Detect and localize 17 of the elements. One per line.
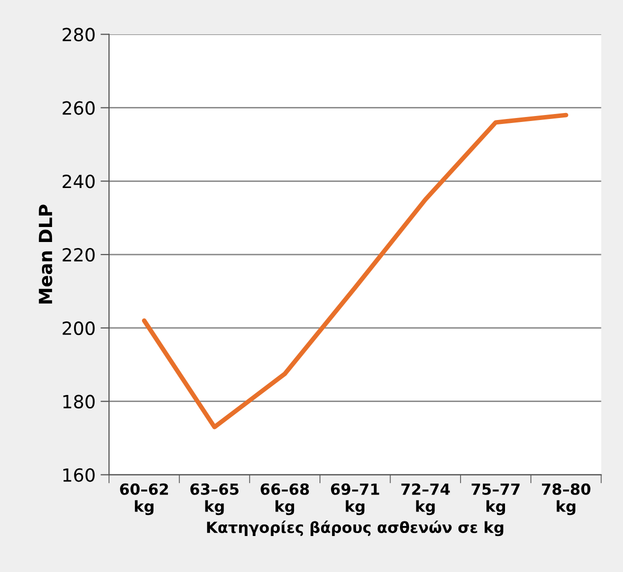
y-axis-title: Mean DLP xyxy=(38,204,52,304)
x-tick-label: 60–62 kg xyxy=(120,483,168,516)
y-tick-label: 160 xyxy=(63,468,95,482)
x-tick-label: 72–74 kg xyxy=(401,483,450,516)
x-tick-label: 69–71 kg xyxy=(330,483,380,516)
x-tick-label: 66–68 kg xyxy=(260,483,309,516)
y-tick-label: 200 xyxy=(62,321,95,336)
line-series xyxy=(142,112,568,430)
y-tick-label: 240 xyxy=(62,174,95,188)
y-tick-label: 180 xyxy=(63,394,95,408)
x-tick-label: 78–80 kg xyxy=(542,483,590,516)
y-tick-label: 280 xyxy=(62,28,95,42)
x-tick-label: 75–77 kg xyxy=(472,484,520,516)
y-tick-label: 220 xyxy=(62,248,95,262)
x-tick-label: 63–65 kg xyxy=(190,483,239,516)
x-axis-title: Κατηγορίες βάρους ασθενών σε kg xyxy=(207,520,504,536)
y-tick-label: 260 xyxy=(62,101,95,115)
